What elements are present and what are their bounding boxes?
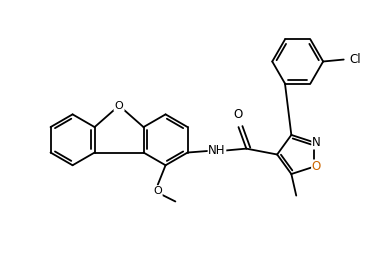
Text: O: O [312, 160, 321, 173]
Text: NH: NH [208, 144, 226, 157]
Text: N: N [312, 136, 321, 149]
Text: O: O [153, 186, 162, 196]
Text: O: O [115, 101, 123, 111]
Text: Cl: Cl [350, 53, 361, 66]
Text: O: O [233, 108, 242, 121]
